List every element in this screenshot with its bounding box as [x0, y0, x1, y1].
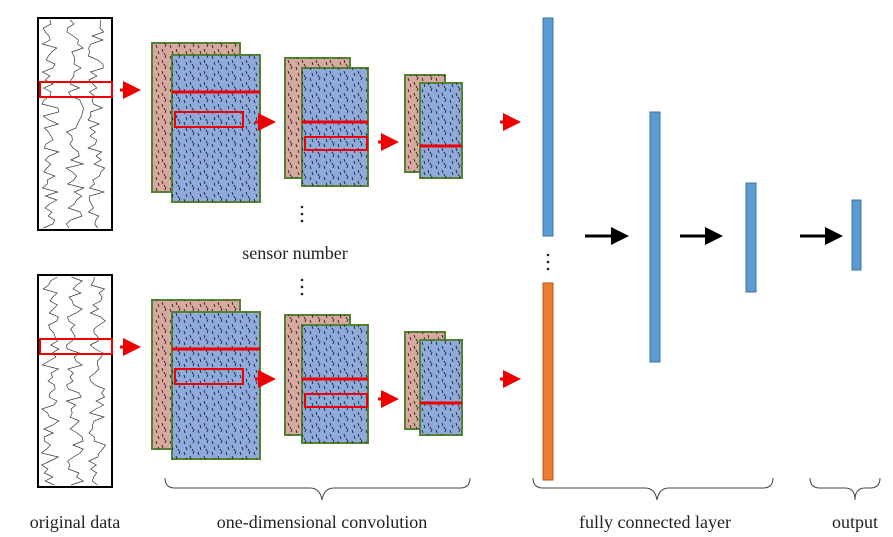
- caption: fully connected layer: [579, 512, 731, 532]
- fc-bar: [543, 283, 553, 480]
- feature-texture: [302, 325, 368, 443]
- braces: [165, 478, 880, 500]
- signal-box: [38, 18, 112, 230]
- fc-bars: [543, 18, 861, 480]
- feature-texture: [302, 68, 368, 186]
- feature-texture: [172, 55, 260, 202]
- brace: [533, 478, 773, 500]
- sensor-label: sensor number: [242, 243, 347, 263]
- output-bar: [852, 200, 861, 270]
- page: {"labels": {"original_data": "original d…: [0, 0, 893, 537]
- fc-bar: [746, 183, 756, 292]
- brace: [165, 478, 470, 500]
- caption: output: [832, 512, 878, 532]
- diagram: sensor number original data one-dimensio…: [0, 0, 893, 537]
- fc-bar: [543, 18, 553, 236]
- feature-texture: [172, 312, 260, 459]
- fc-bar: [650, 112, 660, 362]
- caption: one-dimensional convolution: [217, 512, 427, 532]
- feature-texture: [420, 83, 462, 178]
- caption: original data: [30, 512, 120, 532]
- signal-box: [38, 275, 112, 487]
- brace: [810, 478, 880, 500]
- feature-texture: [420, 340, 462, 435]
